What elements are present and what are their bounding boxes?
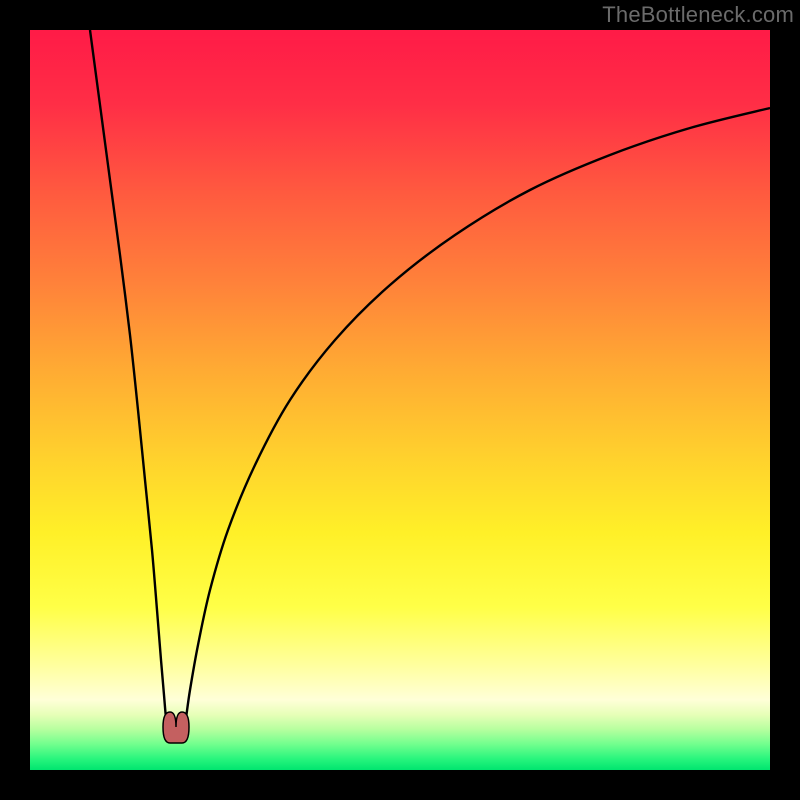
- figure-frame: TheBottleneck.com: [0, 0, 800, 800]
- chart-background: [30, 30, 770, 770]
- watermark-text: TheBottleneck.com: [602, 0, 800, 28]
- chart-svg: [30, 30, 770, 770]
- plot-area: [30, 30, 770, 770]
